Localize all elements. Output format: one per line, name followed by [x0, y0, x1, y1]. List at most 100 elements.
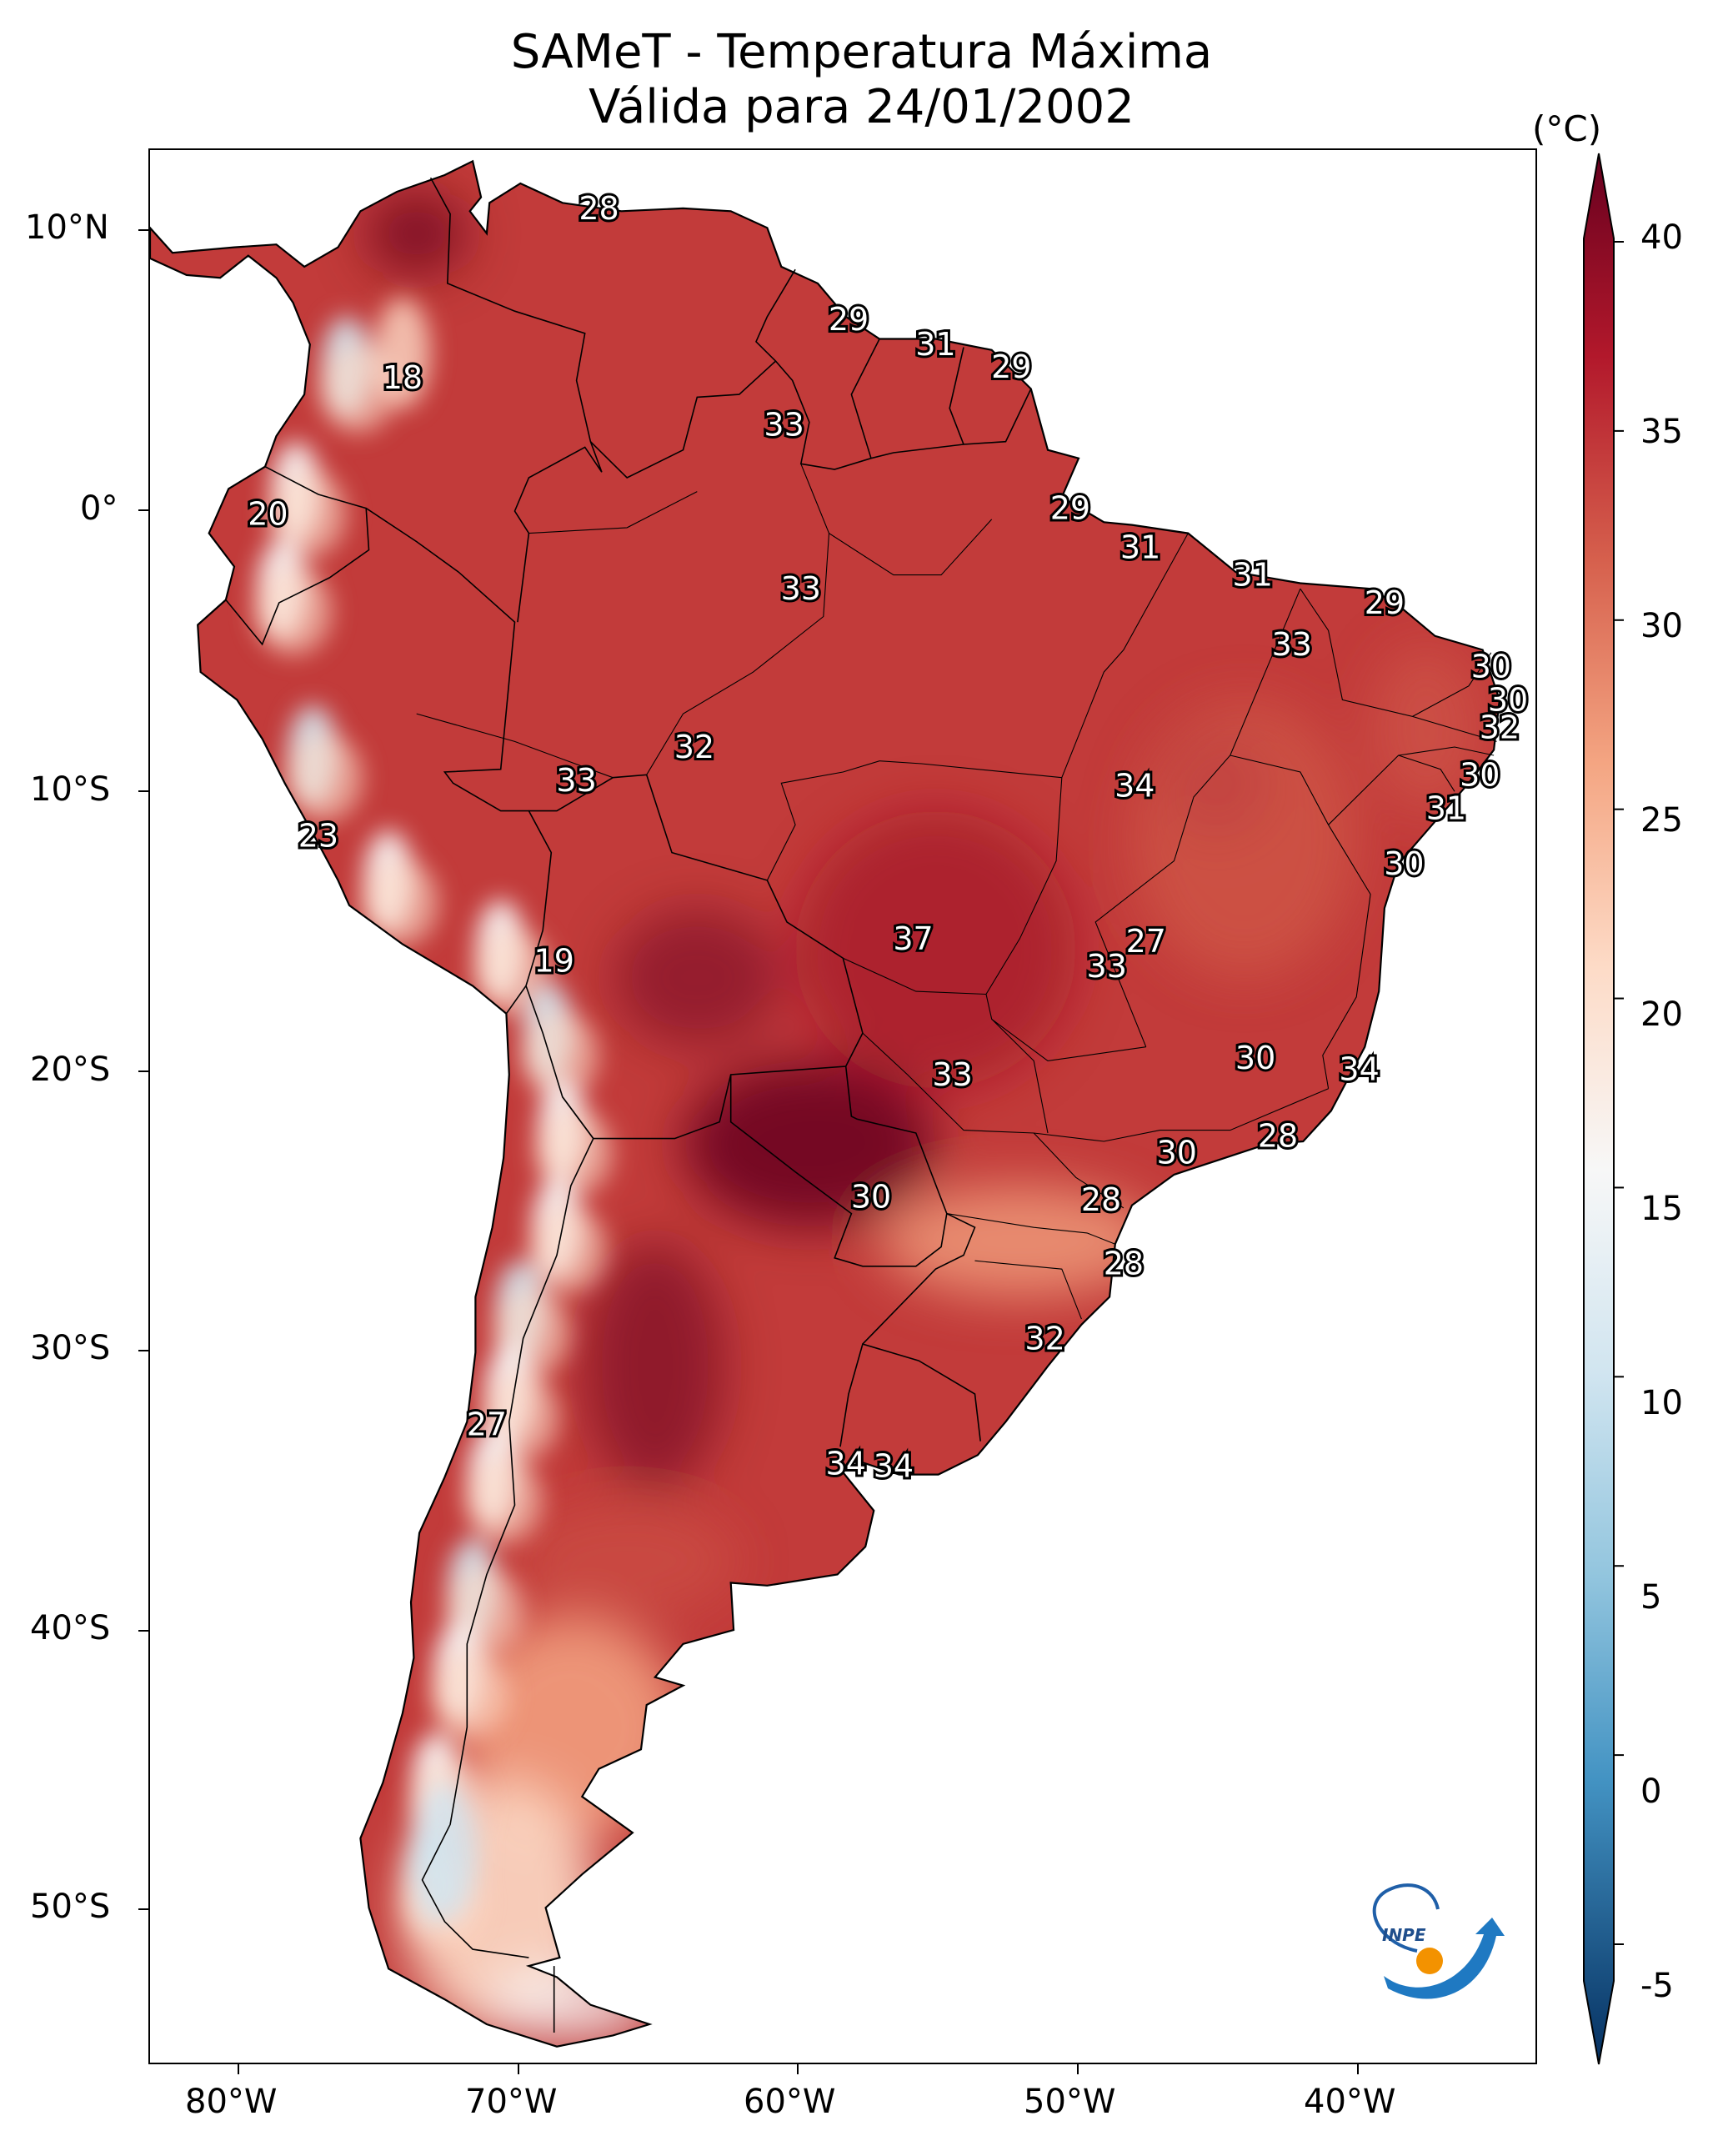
contour-label: 30: [1157, 1134, 1197, 1171]
contour-label: 32: [674, 729, 714, 765]
map-subtitle: Válida para 24/01/2002: [589, 80, 1134, 134]
contour-label: 34: [874, 1448, 914, 1485]
contour-label: 33: [1272, 626, 1312, 663]
cbar-label-5: 5: [1640, 1578, 1662, 1617]
contour-label: 28: [1104, 1246, 1144, 1282]
country-border: [225, 465, 370, 646]
temperature-patch: [520, 1010, 599, 1101]
country-border: [421, 1096, 594, 1958]
contour-label: 29: [1050, 490, 1090, 527]
contour-label: 30: [1384, 845, 1424, 882]
temperature-patch: [374, 297, 431, 409]
temperature-patch: [584, 1241, 725, 1492]
state-border: [646, 533, 830, 775]
cbar-label-0: 0: [1640, 1772, 1662, 1811]
contour-label: 18: [383, 359, 423, 396]
temperature-patch: [879, 1186, 1160, 1297]
temperature-field: [150, 161, 1500, 2047]
lat-label-10s: 10°S: [30, 770, 111, 809]
state-border: [766, 760, 1062, 881]
temperature-patch: [528, 1205, 608, 1295]
lat-label-40s: 40°S: [30, 1609, 111, 1647]
contour-label: 30: [851, 1179, 891, 1216]
cbar-label-30: 30: [1640, 607, 1683, 645]
country-borders: [225, 177, 1497, 2033]
contour-label: 30: [1235, 1040, 1275, 1076]
temperature-patch: [463, 1455, 543, 1544]
cbar-label-20: 20: [1640, 995, 1683, 1034]
temperature-patch: [473, 927, 552, 1017]
contour-label: 31: [1233, 557, 1273, 594]
contour-label: 28: [579, 190, 619, 227]
contour-label: 34: [826, 1445, 866, 1482]
lat-label-10n: 10°N: [25, 208, 109, 247]
lon-label-40w: 40°W: [1304, 2083, 1396, 2121]
temperature-patch: [1131, 699, 1357, 978]
state-border: [1061, 533, 1189, 778]
state-border: [843, 957, 987, 995]
coastline: [150, 159, 1501, 2048]
temperature-patch: [366, 191, 468, 275]
state-border: [1328, 755, 1455, 825]
colorbar-gradient: [1583, 153, 1615, 2065]
temperature-patch: [613, 908, 782, 1047]
contour-label: 33: [781, 570, 821, 607]
cbar-label-35: 35: [1640, 413, 1683, 451]
state-border: [1412, 652, 1492, 717]
temperature-patch: [534, 1108, 614, 1197]
contour-label: 30: [1488, 681, 1528, 718]
contour-label: 31: [915, 326, 955, 363]
contour-label: 34: [1114, 768, 1155, 805]
state-border: [862, 1032, 1329, 1142]
lon-label-70w: 70°W: [465, 2083, 558, 2121]
contour-label: 27: [1126, 923, 1166, 960]
contour-label: 33: [932, 1056, 972, 1093]
lon-label-80w: 80°W: [185, 2083, 278, 2121]
state-border: [528, 491, 698, 534]
state-border: [1094, 588, 1301, 1047]
state-border: [416, 713, 614, 779]
temperature-patch: [683, 1060, 936, 1228]
lon-label-60w: 60°W: [744, 2083, 836, 2121]
contour-label: 29: [1365, 584, 1405, 621]
lon-label-50w: 50°W: [1024, 2083, 1116, 2121]
contour-label: 32: [1480, 709, 1520, 746]
cbar-label-25: 25: [1640, 801, 1683, 840]
lat-label-20s: 20°S: [30, 1050, 111, 1089]
contour-label: 37: [893, 920, 933, 957]
cbar-label-15: 15: [1640, 1190, 1683, 1228]
contour-label: 28: [1081, 1181, 1121, 1218]
contour-label: 23: [298, 818, 338, 855]
contour-label: 33: [1087, 948, 1127, 985]
country-border: [365, 507, 553, 1015]
temperature-patch: [268, 469, 347, 559]
temperature-patch: [514, 1505, 739, 1617]
contour-label: 32: [1024, 1320, 1064, 1356]
temperature-patch: [795, 810, 1076, 1089]
lat-label-30s: 30°S: [30, 1329, 111, 1367]
contour-label: 30: [1471, 649, 1511, 685]
contour-label: 29: [991, 348, 1031, 385]
temperature-patch: [360, 858, 439, 947]
state-border: [1398, 746, 1495, 756]
contour-label: 28: [1258, 1117, 1298, 1154]
contour-label: 30: [1460, 756, 1500, 793]
lat-label-0: 0°: [80, 489, 118, 528]
state-border: [800, 464, 993, 576]
contour-label: 31: [1426, 790, 1466, 826]
inpe-logo: INPE: [1372, 1883, 1505, 1999]
map-title: SAMeT - Temperatura Máxima: [510, 25, 1213, 79]
country-border: [589, 360, 777, 479]
state-border: [1230, 755, 1371, 1089]
colorbar: [1583, 153, 1624, 2065]
contour-label: 27: [467, 1406, 507, 1443]
colorbar-unit: (°C): [1532, 108, 1602, 149]
country-border: [839, 1343, 981, 1447]
lat-label-50s: 50°S: [30, 1888, 111, 1926]
country-border: [850, 338, 880, 459]
cbar-label-40: 40: [1640, 218, 1683, 257]
map-plot-area: 28 18 20 29 31 29 33 29 31 31 33 29 33 30 30 32 32 33 34 30…: [148, 148, 1537, 2064]
contour-label: 31: [1120, 529, 1160, 565]
